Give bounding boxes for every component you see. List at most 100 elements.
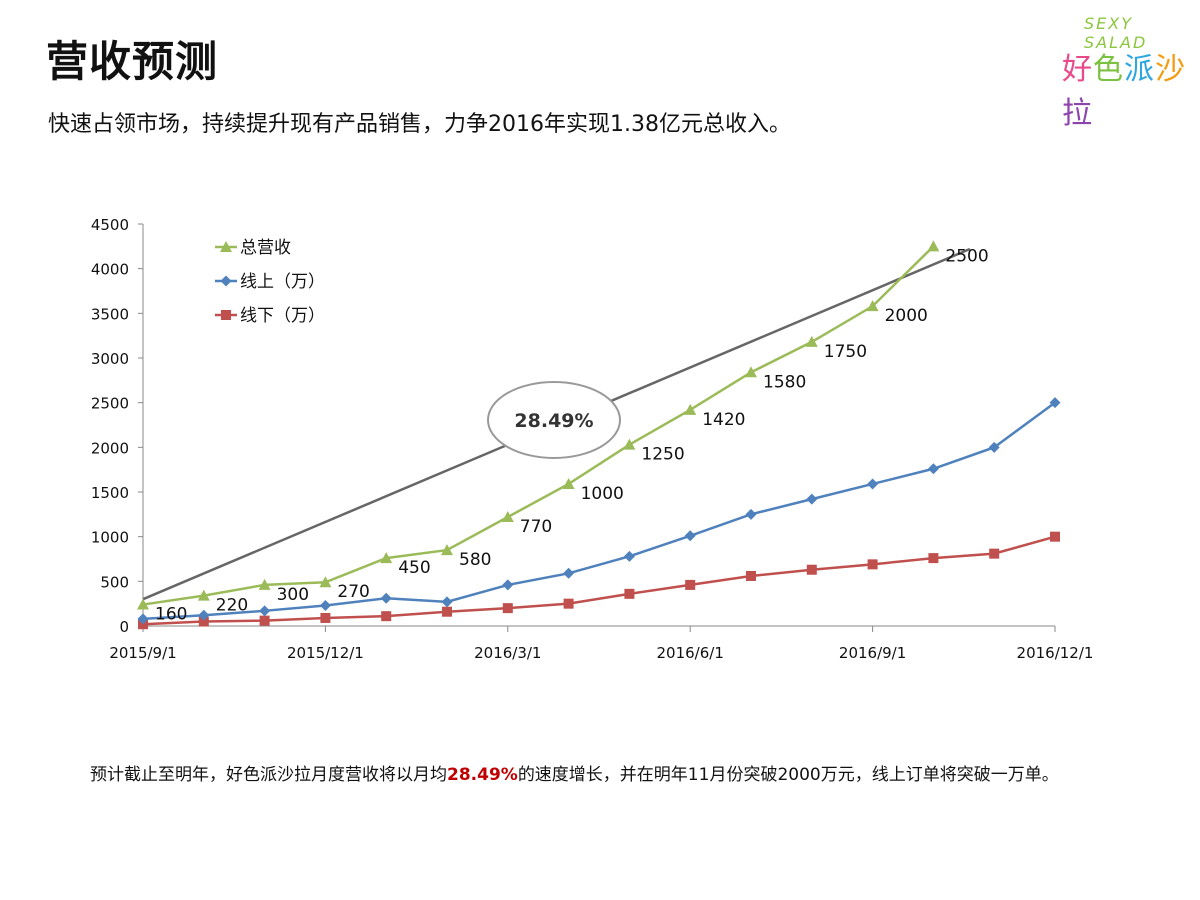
data-point-online — [684, 530, 696, 542]
data-label-total: 270 — [337, 582, 369, 602]
forecast-note: 预计截止至明年，好色派沙拉月度营收将以月均28.49%的速度增长，并在明年11月… — [90, 762, 1130, 788]
logo-char: 派 — [1124, 52, 1155, 87]
series-line-total — [142, 245, 935, 606]
y-tick-label: 1500 — [91, 484, 129, 502]
data-point-total — [623, 438, 636, 450]
data-point-total — [562, 477, 575, 489]
data-label-total: 160 — [155, 605, 187, 625]
data-point-offline — [989, 548, 1000, 559]
data-label-total: 580 — [459, 550, 491, 570]
data-point-online — [806, 493, 818, 505]
data-point-online — [380, 592, 392, 604]
data-label-total: 220 — [216, 596, 248, 616]
data-point-online — [988, 441, 1000, 453]
data-label-total: 2500 — [945, 246, 988, 266]
data-point-total — [805, 335, 818, 347]
data-label-total: 1000 — [581, 484, 624, 504]
x-tick-label: 2015/9/1 — [109, 644, 176, 662]
data-point-online — [745, 508, 757, 520]
data-point-online — [1049, 397, 1061, 409]
data-point-offline — [563, 598, 574, 609]
logo-chinese: 好色派沙拉 — [1062, 44, 1188, 132]
x-tick-label: 2016/6/1 — [657, 644, 724, 662]
page-title: 营收预测 — [46, 37, 219, 86]
data-point-total — [684, 403, 697, 415]
x-tick-label: 2016/3/1 — [474, 644, 541, 662]
legend-marker-online — [220, 275, 232, 287]
x-tick-label: 2016/12/1 — [1017, 644, 1094, 662]
data-label-total: 1580 — [763, 372, 806, 392]
data-point-total — [380, 552, 393, 564]
logo-char: 沙 — [1155, 52, 1186, 87]
data-point-online — [441, 596, 453, 608]
data-point-offline — [381, 611, 392, 622]
y-tick-label: 4500 — [91, 216, 129, 234]
data-point-offline — [320, 612, 331, 623]
data-label-total: 1420 — [702, 410, 745, 430]
data-point-offline — [685, 579, 696, 590]
data-point-total — [441, 544, 453, 556]
y-tick-label: 500 — [100, 573, 129, 591]
data-point-total — [197, 589, 210, 601]
y-tick-label: 3000 — [91, 350, 129, 368]
data-point-online — [563, 567, 575, 579]
data-label-total: 1750 — [824, 342, 867, 362]
note-growth-rate: 28.49% — [447, 765, 518, 785]
y-tick-label: 2000 — [91, 439, 129, 457]
data-point-offline — [259, 615, 270, 626]
data-point-offline — [746, 570, 756, 581]
data-point-offline — [198, 616, 209, 627]
note-text-after: 的速度增长，并在明年11月份突破2000万元，线上订单将突破一万单。 — [517, 765, 1059, 785]
data-label-total: 1250 — [641, 445, 684, 465]
y-tick-label: 0 — [119, 618, 129, 636]
legend-label-offline: 线下（万） — [240, 306, 325, 326]
data-point-total — [745, 366, 757, 378]
data-label-total: 770 — [520, 517, 552, 537]
legend-label-total: 总营收 — [240, 238, 291, 258]
logo-char: 色 — [1093, 52, 1124, 87]
y-tick-label: 1000 — [91, 529, 129, 547]
y-tick-label: 3500 — [91, 305, 129, 323]
revenue-forecast-chart: 0 500 1000 1500 2000 2500 3000 3500 4000 4500 2015… — [91, 216, 1094, 662]
y-tick-label: 2500 — [91, 395, 129, 413]
series-line-offline — [142, 535, 1056, 626]
data-point-total — [927, 240, 940, 252]
data-label-total: 300 — [277, 585, 309, 605]
data-point-online — [623, 550, 635, 562]
data-point-online — [198, 609, 210, 621]
legend-marker-total — [220, 241, 232, 252]
data-point-total — [866, 300, 879, 312]
data-point-offline — [867, 559, 878, 570]
data-point-offline — [1050, 531, 1060, 542]
data-point-offline — [502, 603, 513, 614]
data-point-online — [319, 599, 331, 611]
data-point-offline — [806, 564, 817, 575]
data-point-offline — [624, 588, 635, 599]
x-tick-label: 2016/9/1 — [839, 644, 906, 662]
data-point-total — [501, 511, 514, 523]
logo-char: 好 — [1062, 52, 1093, 87]
data-point-offline — [442, 606, 452, 617]
data-point-online — [502, 579, 514, 591]
data-label-total: 2000 — [885, 306, 928, 326]
data-point-online — [867, 478, 879, 490]
brand-logo: SEXY SALAD 好色派沙拉 — [1062, 14, 1188, 131]
data-point-total — [319, 576, 332, 588]
logo-english: SEXY SALAD — [1084, 14, 1148, 52]
data-point-online — [259, 605, 271, 617]
data-point-total — [137, 598, 149, 610]
data-point-online — [137, 613, 149, 625]
data-point-offline — [928, 553, 939, 564]
logo-char: 拉 — [1062, 96, 1093, 131]
y-tick-label: 4000 — [91, 261, 129, 279]
page-subtitle: 快速占领市场，持续提升现有产品销售，力争2016年实现1.38亿元总收入。 — [48, 112, 791, 137]
legend-label-online: 线上（万） — [240, 272, 325, 292]
growth-callout — [487, 381, 621, 459]
data-label-total: 450 — [398, 558, 430, 578]
data-point-total — [258, 578, 271, 590]
legend-marker-offline — [221, 310, 231, 320]
growth-rate-label: 28.49% — [514, 410, 593, 432]
note-text-before: 预计截止至明年，好色派沙拉月度营收将以月均 — [90, 765, 447, 785]
x-tick-label: 2015/12/1 — [287, 644, 364, 662]
series-line-online — [142, 401, 1056, 621]
